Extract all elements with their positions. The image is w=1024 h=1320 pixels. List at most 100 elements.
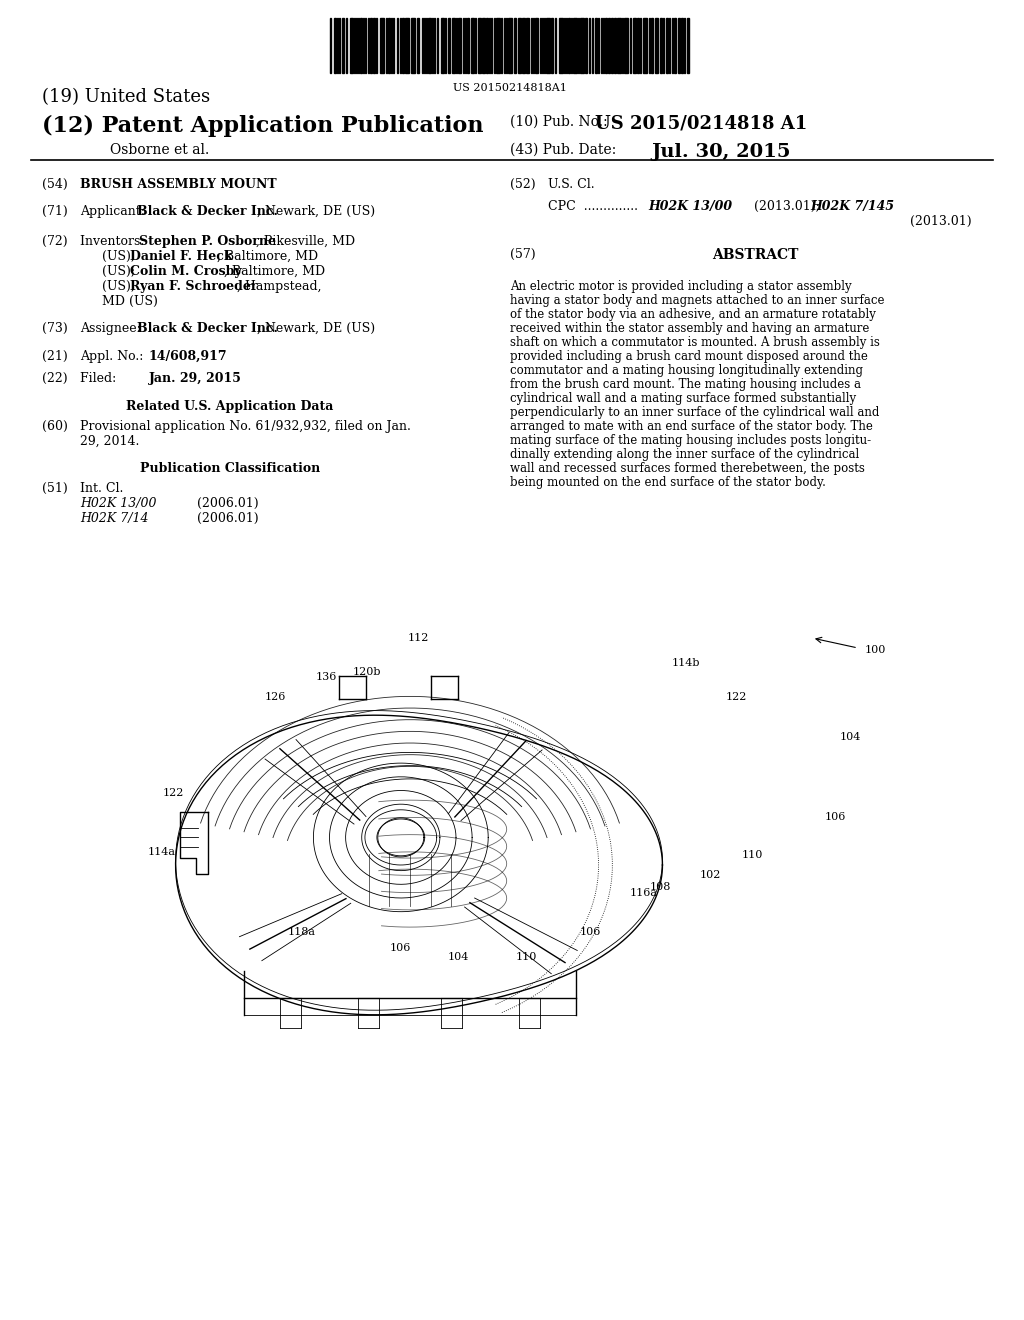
Bar (518, 18, 521, 73)
Text: H02K 7/145: H02K 7/145 (810, 201, 894, 213)
Text: Related U.S. Application Data: Related U.S. Application Data (126, 400, 334, 413)
Bar (380, 18, 384, 73)
Text: Provisional application No. 61/932,932, filed on Jan.: Provisional application No. 61/932,932, … (80, 420, 411, 433)
Bar (522, 18, 525, 73)
Text: 126: 126 (265, 692, 287, 702)
Text: Stephen P. Osborne: Stephen P. Osborne (139, 235, 276, 248)
Bar (535, 18, 538, 73)
Bar (350, 18, 353, 73)
Text: ABSTRACT: ABSTRACT (712, 248, 798, 261)
Bar (342, 18, 344, 73)
Text: , Hampstead,: , Hampstead, (237, 280, 322, 293)
Text: (2006.01): (2006.01) (197, 512, 259, 525)
Text: (60): (60) (42, 420, 68, 433)
Text: H02K 7/14: H02K 7/14 (80, 512, 148, 525)
Bar (608, 18, 610, 73)
Text: (12) Patent Application Publication: (12) Patent Application Publication (42, 115, 483, 137)
Bar (651, 18, 653, 73)
Text: dinally extending along the inner surface of the cylindrical: dinally extending along the inner surfac… (510, 447, 859, 461)
Bar (471, 18, 474, 73)
Text: 104: 104 (840, 733, 861, 742)
Text: (21): (21) (42, 350, 68, 363)
Text: BRUSH ASSEMBLY MOUNT: BRUSH ASSEMBLY MOUNT (80, 178, 276, 191)
Text: , Baltimore, MD: , Baltimore, MD (217, 249, 318, 263)
Text: Applicant:: Applicant: (80, 205, 153, 218)
Bar (633, 18, 636, 73)
Text: (71): (71) (42, 205, 68, 218)
Text: 122: 122 (163, 788, 184, 799)
Text: H02K 13/00: H02K 13/00 (648, 201, 732, 213)
Text: cylindrical wall and a mating surface formed substantially: cylindrical wall and a mating surface fo… (510, 392, 856, 405)
Text: Jan. 29, 2015: Jan. 29, 2015 (150, 372, 242, 385)
Bar (402, 18, 404, 73)
Bar (637, 18, 639, 73)
Bar (526, 18, 529, 73)
Text: 100: 100 (865, 645, 887, 655)
Text: H02K 13/00: H02K 13/00 (80, 498, 157, 510)
Bar (681, 18, 683, 73)
Text: (51): (51) (42, 482, 68, 495)
Text: , Baltimore, MD: , Baltimore, MD (224, 265, 326, 279)
Text: provided including a brush card mount disposed around the: provided including a brush card mount di… (510, 350, 868, 363)
Text: wall and recessed surfaces formed therebetween, the posts: wall and recessed surfaces formed thereb… (510, 462, 865, 475)
Text: arranged to mate with an end surface of the stator body. The: arranged to mate with an end surface of … (510, 420, 872, 433)
Bar (370, 18, 372, 73)
Text: , Newark, DE (US): , Newark, DE (US) (257, 205, 375, 218)
Text: (2013.01);: (2013.01); (750, 201, 824, 213)
Text: 106: 106 (390, 942, 412, 953)
Bar (449, 18, 450, 73)
Bar (417, 18, 419, 73)
Text: (US);: (US); (102, 280, 139, 293)
Bar (482, 18, 485, 73)
Text: 116a: 116a (630, 888, 658, 898)
Text: commutator and a mating housing longitudinally extending: commutator and a mating housing longitud… (510, 364, 863, 378)
Text: received within the stator assembly and having an armature: received within the stator assembly and … (510, 322, 869, 335)
Text: 114a: 114a (148, 847, 176, 857)
Bar (411, 18, 415, 73)
Text: Filed:: Filed: (80, 372, 153, 385)
Text: from the brush card mount. The mating housing includes a: from the brush card mount. The mating ho… (510, 378, 861, 391)
Text: An electric motor is provided including a stator assembly: An electric motor is provided including … (510, 280, 852, 293)
Text: 14/608,917: 14/608,917 (150, 350, 227, 363)
Text: (10) Pub. No.:: (10) Pub. No.: (510, 115, 607, 129)
Bar (605, 18, 607, 73)
Bar (478, 18, 481, 73)
Text: Daniel F. Heck: Daniel F. Heck (130, 249, 232, 263)
Text: (22): (22) (42, 372, 68, 385)
Text: 120b: 120b (353, 667, 382, 677)
Text: 108: 108 (650, 882, 672, 892)
Text: (73): (73) (42, 322, 68, 335)
Text: U.S. Cl.: U.S. Cl. (548, 178, 595, 191)
Bar (580, 18, 584, 73)
Bar (508, 18, 512, 73)
Text: Jul. 30, 2015: Jul. 30, 2015 (651, 143, 791, 161)
Bar (585, 18, 587, 73)
Text: (43) Pub. Date:: (43) Pub. Date: (510, 143, 616, 157)
Text: 102: 102 (700, 870, 721, 880)
Bar (666, 18, 668, 73)
Text: Black & Decker Inc.: Black & Decker Inc. (137, 322, 278, 335)
Text: Osborne et al.: Osborne et al. (110, 143, 209, 157)
Text: shaft on which a commutator is mounted. A brush assembly is: shaft on which a commutator is mounted. … (510, 337, 880, 348)
Bar (373, 18, 375, 73)
Bar (428, 18, 431, 73)
Bar (611, 18, 613, 73)
Bar (486, 18, 488, 73)
Bar (674, 18, 676, 73)
Text: MD (US): MD (US) (102, 294, 158, 308)
Text: 118a: 118a (288, 927, 316, 937)
Text: perpendicularly to an inner surface of the cylindrical wall and: perpendicularly to an inner surface of t… (510, 407, 880, 418)
Bar (559, 18, 563, 73)
Bar (614, 18, 616, 73)
Text: Assignee:: Assignee: (80, 322, 148, 335)
Bar (595, 18, 597, 73)
Text: (72): (72) (42, 235, 68, 248)
Text: , Newark, DE (US): , Newark, DE (US) (257, 322, 375, 335)
Bar (467, 18, 469, 73)
Text: (52): (52) (510, 178, 536, 191)
Text: 136: 136 (316, 672, 337, 682)
Bar (458, 18, 461, 73)
Bar (687, 18, 689, 73)
Bar (643, 18, 647, 73)
Text: 106: 106 (580, 927, 601, 937)
